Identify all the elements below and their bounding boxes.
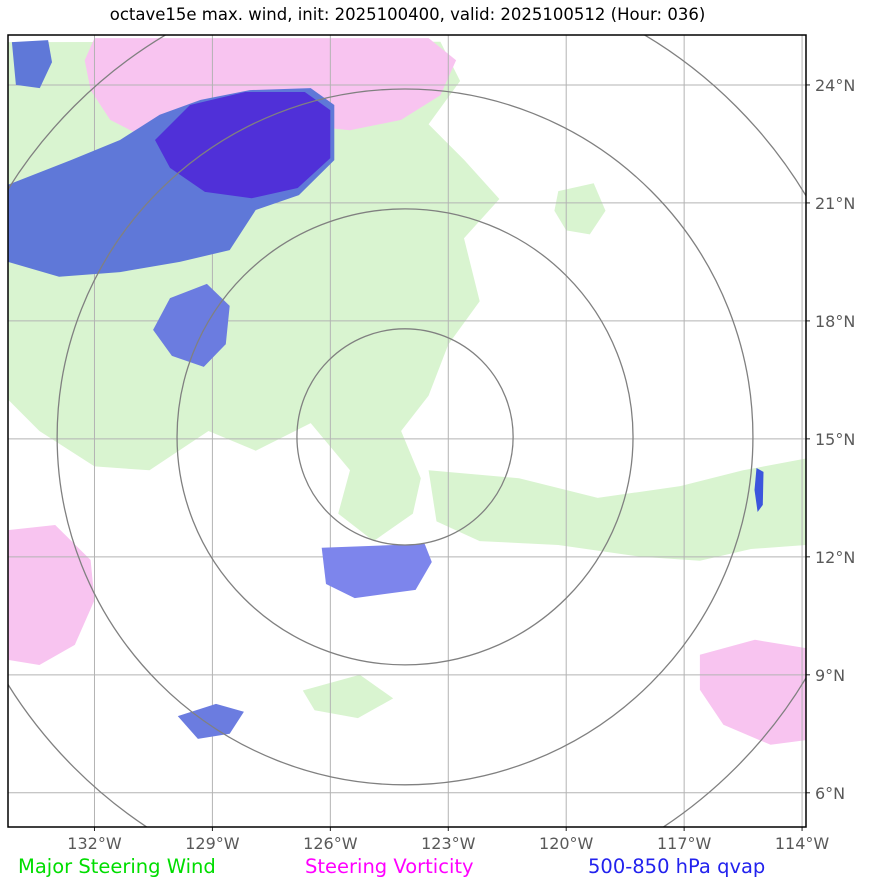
x-tick-label: 117°W: [657, 834, 712, 853]
range-ring: [296, 328, 514, 546]
legend-item-qvap: 500-850 hPa qvap: [588, 855, 766, 878]
legend-item-steering-vorticity: Steering Vorticity: [305, 855, 474, 878]
y-tick-label: 24°N: [815, 76, 855, 95]
x-tick-label: 114°W: [775, 834, 830, 853]
x-tick-label: 120°W: [539, 834, 594, 853]
region-major-steering-wind-small-ne: [554, 183, 606, 235]
region-steering-vorticity-se: [699, 639, 806, 745]
legend-item-steering-wind: Major Steering Wind: [18, 855, 216, 878]
y-tick-label: 6°N: [815, 784, 845, 803]
y-tick-label: 12°N: [815, 548, 855, 567]
region-qvap-south-small: [177, 703, 244, 739]
legend: Major Steering Wind Steering Vorticity 5…: [0, 855, 873, 885]
y-tick-label: 9°N: [815, 666, 845, 685]
region-qvap-corner-nw: [11, 40, 52, 89]
region-steering-vorticity-west: [8, 525, 95, 665]
range-ring: [176, 208, 634, 666]
tick-labels: 132°W 129°W 126°W 123°W 120°W 117°W 114°W 24°N 2…: [67, 76, 855, 853]
region-major-steering-wind-small-s: [302, 674, 394, 719]
plot-border: [7, 34, 807, 828]
region-qvap-center-south: [321, 543, 432, 599]
x-tick-label: 126°W: [303, 834, 358, 853]
chart-title: octave15e max. wind, init: 2025100400, v…: [109, 5, 706, 24]
range-ring: [56, 88, 754, 786]
y-tick-label: 21°N: [815, 194, 855, 213]
x-tick-label: 129°W: [185, 834, 240, 853]
y-tick-label: 18°N: [815, 312, 855, 331]
y-tick-label: 15°N: [815, 430, 855, 449]
region-major-steering-wind-east-band: [428, 458, 806, 561]
filled-contours-blue: [8, 40, 764, 739]
x-tick-label: 132°W: [67, 834, 122, 853]
x-tick-label: 123°W: [421, 834, 476, 853]
region-qvap-nw-core: [155, 92, 331, 199]
region-qvap-west-small: [153, 283, 230, 367]
region-qvap-east-sliver: [754, 468, 764, 512]
